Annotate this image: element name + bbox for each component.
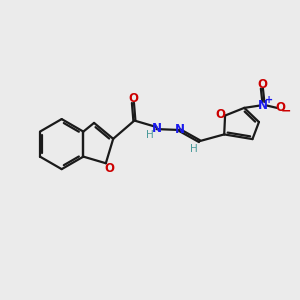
Text: H: H (190, 144, 197, 154)
Text: N: N (152, 122, 162, 135)
Text: N: N (258, 99, 268, 112)
Text: O: O (215, 108, 225, 121)
Text: O: O (128, 92, 138, 105)
Text: O: O (275, 101, 285, 114)
Text: N: N (175, 123, 185, 136)
Text: −: − (281, 105, 292, 118)
Text: +: + (265, 94, 273, 105)
Text: H: H (146, 130, 154, 140)
Text: O: O (257, 77, 267, 91)
Text: O: O (104, 162, 114, 175)
